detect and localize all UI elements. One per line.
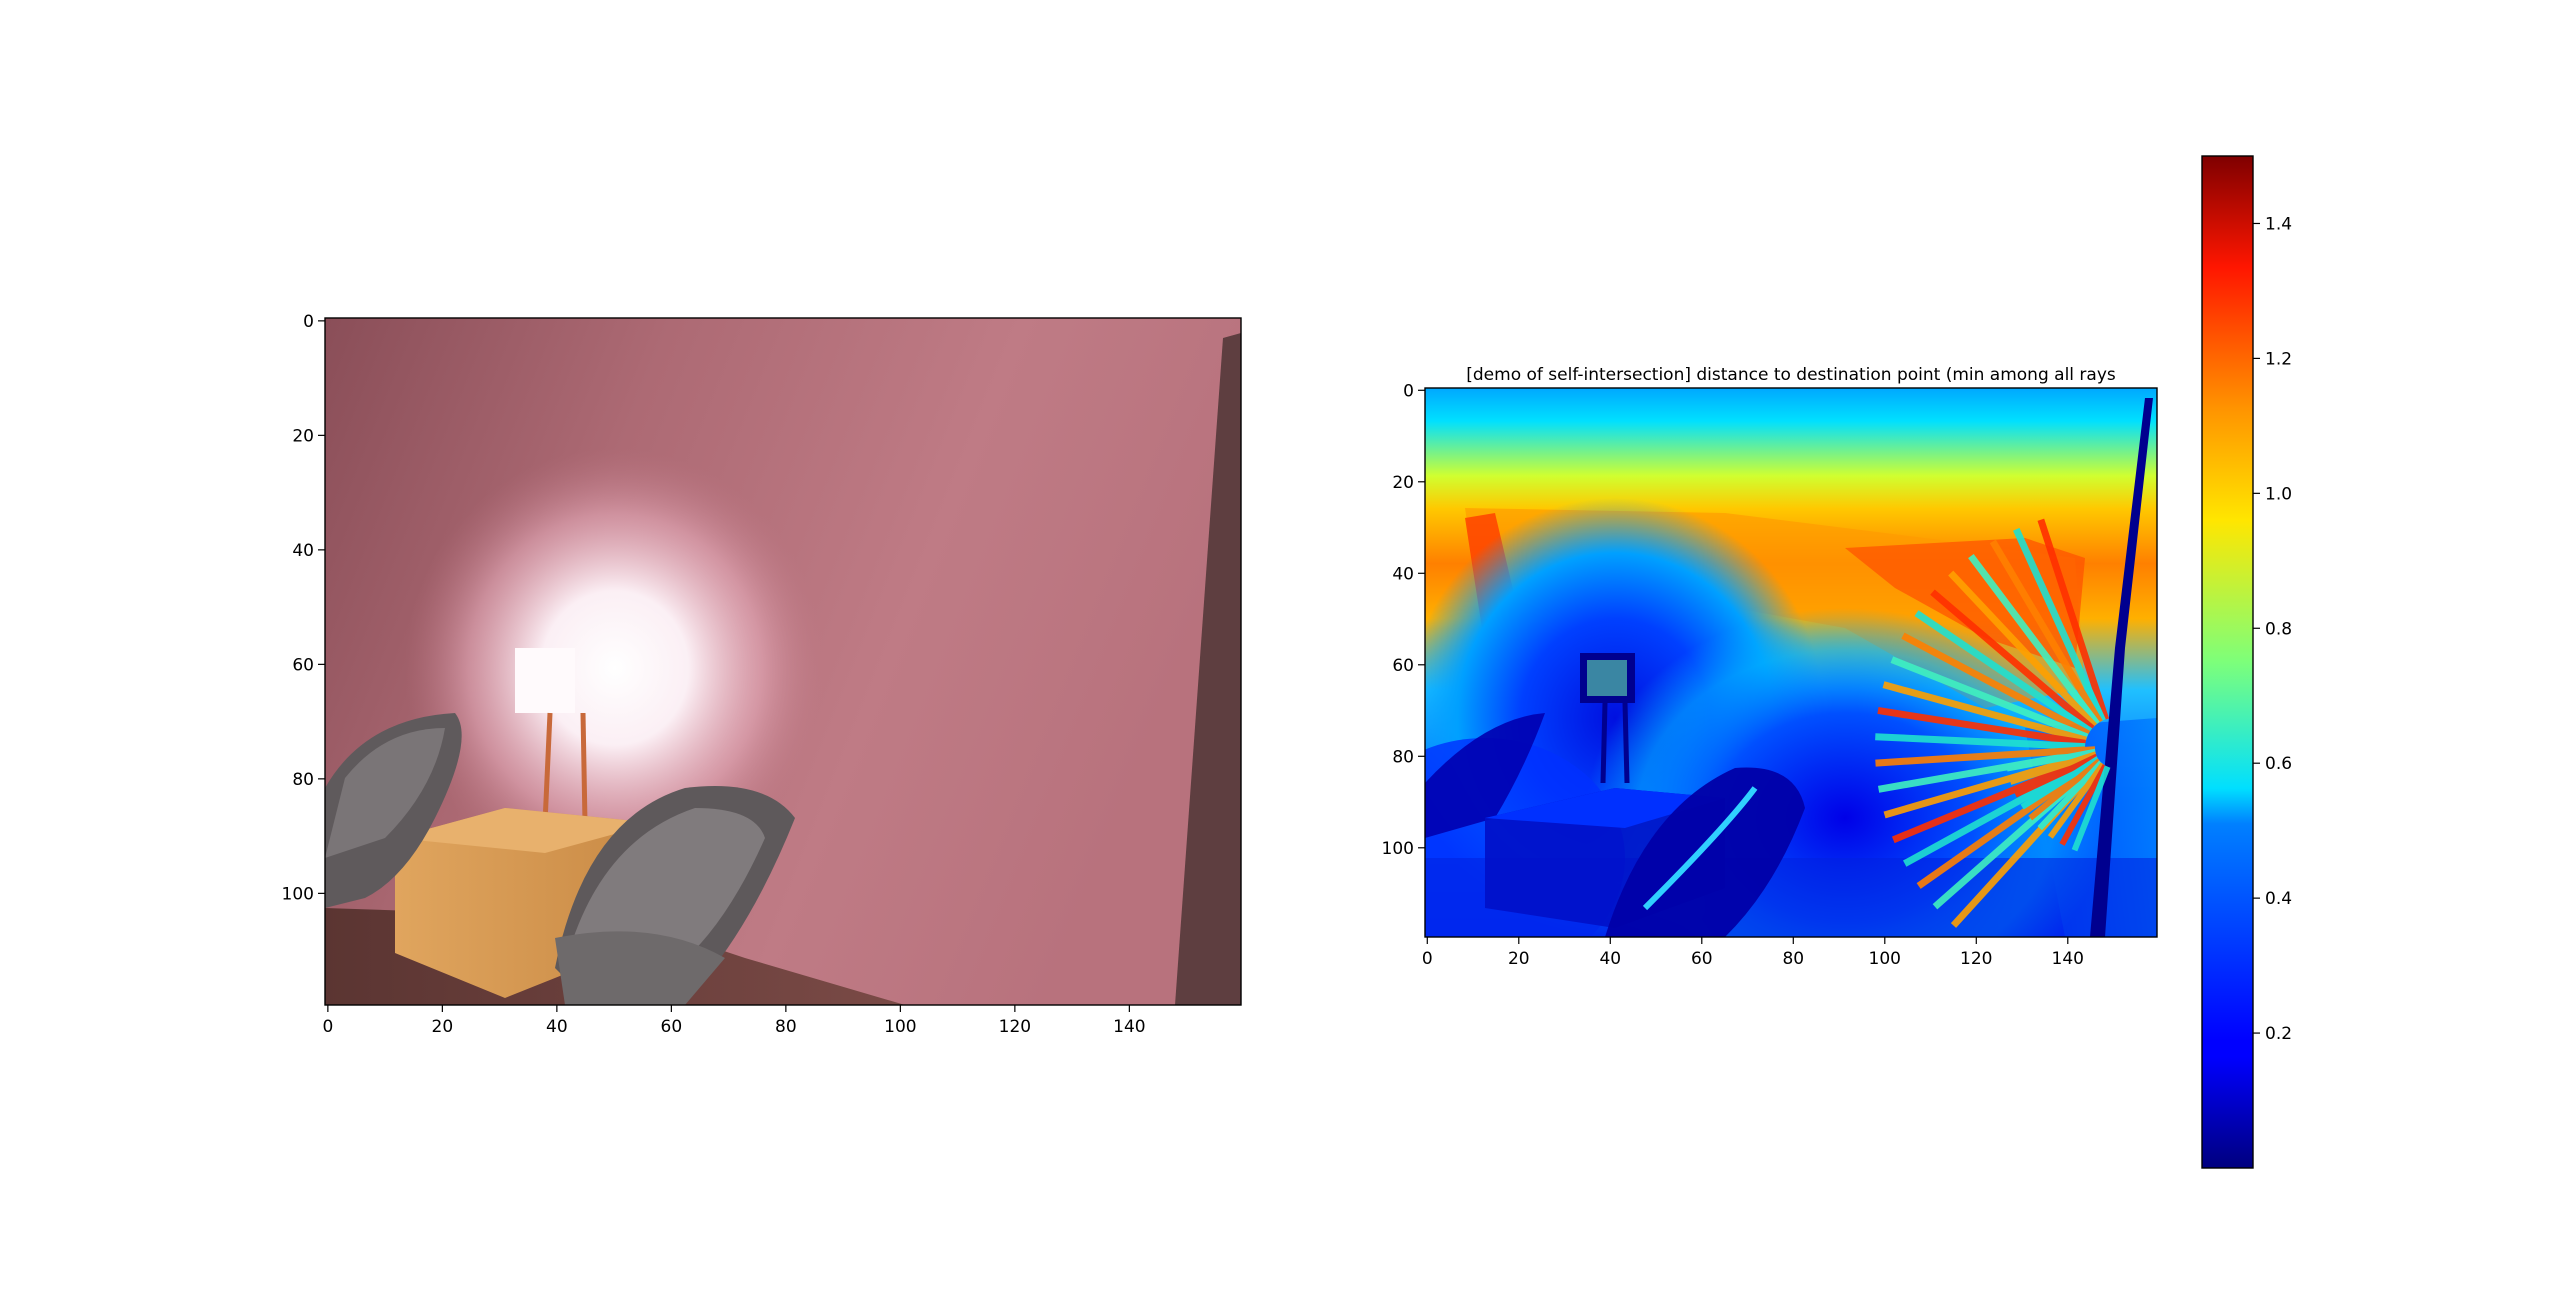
y-tick-label: 0	[303, 312, 314, 332]
x-tick-label: 120	[999, 1017, 1031, 1037]
colorbar-tick-label: 1.2	[2265, 349, 2292, 369]
colorbar-tick-label: 0.4	[2265, 889, 2292, 909]
x-tick-label: 140	[1113, 1017, 1145, 1037]
colorbar-tick-label: 1.0	[2265, 484, 2292, 504]
colorbar-ticks: 0.2 0.4 0.6 0.8 1.0 1.2 1.4	[2253, 214, 2292, 1044]
x-tick-label: 0	[1422, 949, 1433, 969]
y-tick-label: 100	[282, 884, 314, 904]
heatmap-y-ticks: 0 20 40 60 80 100	[1382, 381, 1425, 859]
rgb-axes-frame	[324, 317, 1242, 1006]
x-tick-label: 80	[775, 1017, 797, 1037]
rgb-image	[325, 318, 1241, 1005]
colorbar: 0.2 0.4 0.6 0.8 1.0 1.2 1.4	[2201, 155, 2292, 1169]
heatmap-title: [demo of self-intersection] distance to …	[1466, 365, 2116, 385]
rgb-x-ticks: 0 20 40 60 80 100 120 140	[322, 1005, 1146, 1037]
x-tick-label: 20	[432, 1017, 454, 1037]
x-tick-label: 140	[2052, 949, 2084, 969]
y-tick-label: 60	[1392, 656, 1414, 676]
heatmap-image	[1425, 388, 2157, 937]
colorbar-tick-label: 0.8	[2265, 619, 2292, 639]
heatmap-axes: 0 20 40 60 80 100 120 140 0 20 40 60 80 100	[1382, 381, 2158, 969]
x-tick-label: 60	[1691, 949, 1713, 969]
colorbar-tick-label: 1.4	[2265, 214, 2292, 234]
heatmap-x-ticks: 0 20 40 60 80 100 120 140	[1422, 937, 2084, 969]
y-tick-label: 40	[1392, 564, 1414, 584]
rgb-image-axes: 0 20 40 60 80 100 120 140 0 20 40 60 80 100	[282, 312, 1242, 1037]
x-tick-label: 0	[322, 1017, 333, 1037]
y-tick-label: 20	[292, 426, 314, 446]
y-tick-label: 80	[292, 770, 314, 790]
colorbar-tick-label: 0.2	[2265, 1024, 2292, 1044]
x-tick-label: 20	[1508, 949, 1530, 969]
x-tick-label: 40	[546, 1017, 568, 1037]
x-tick-label: 40	[1599, 949, 1621, 969]
heatmap-axes-frame	[1424, 387, 2158, 938]
y-tick-label: 20	[1392, 473, 1414, 493]
y-tick-label: 80	[1392, 747, 1414, 767]
y-tick-label: 100	[1382, 839, 1414, 859]
x-tick-label: 60	[661, 1017, 683, 1037]
x-tick-label: 100	[1869, 949, 1901, 969]
y-tick-label: 0	[1403, 381, 1414, 401]
colorbar-frame	[2201, 155, 2254, 1169]
rgb-y-ticks: 0 20 40 60 80 100	[282, 312, 325, 904]
y-tick-label: 40	[292, 541, 314, 561]
x-tick-label: 100	[884, 1017, 916, 1037]
colorbar-tick-label: 0.6	[2265, 754, 2292, 774]
x-tick-label: 120	[1960, 949, 1992, 969]
colorbar-gradient	[2202, 156, 2253, 1168]
x-tick-label: 80	[1782, 949, 1804, 969]
y-tick-label: 60	[292, 655, 314, 675]
